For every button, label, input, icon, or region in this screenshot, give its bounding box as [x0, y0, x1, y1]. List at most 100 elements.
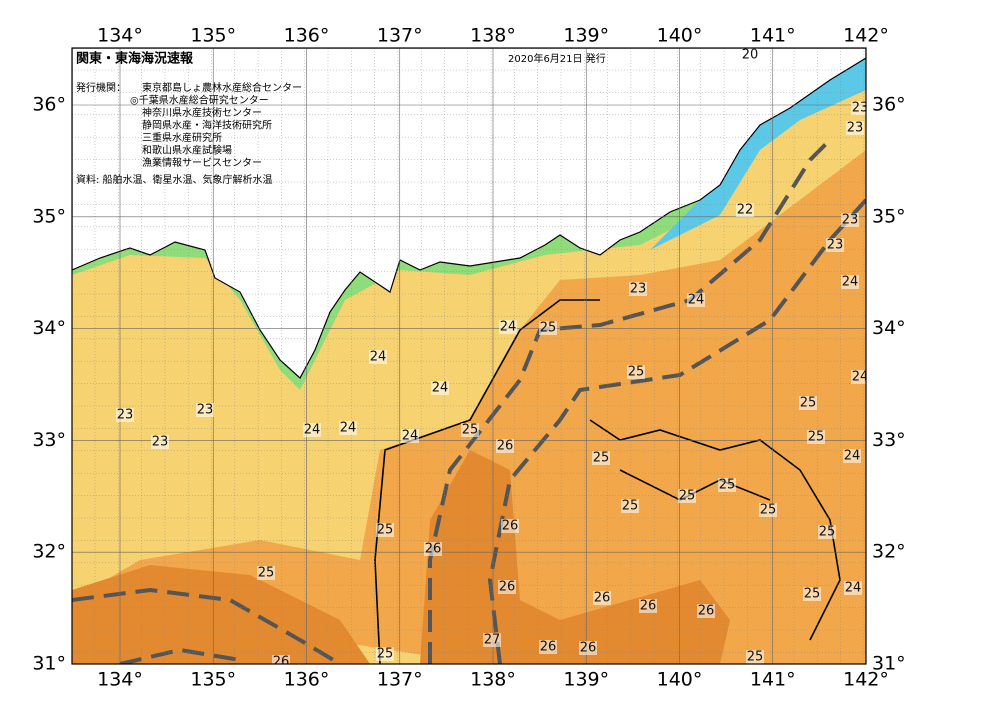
agency: 東京都島しょ農林水産総合センター — [142, 81, 302, 94]
contour-line — [619, 469, 771, 501]
contour-label-bg — [499, 320, 517, 334]
lon-tick-label: 139° — [563, 25, 609, 47]
contour-label-bg — [846, 121, 864, 135]
current-axis — [487, 198, 866, 664]
lat-tick-label: 33° — [872, 429, 906, 451]
lat-tick-label: 34° — [32, 317, 66, 339]
contour-label: 20 — [742, 48, 759, 63]
contour-label-bg — [257, 566, 275, 580]
map-frame — [71, 47, 867, 665]
current-axis — [72, 587, 342, 664]
contour-label-bg — [851, 370, 866, 384]
contour-label: 25 — [540, 321, 557, 336]
contour-label: 25 — [760, 503, 777, 518]
contour-label: 26 — [594, 591, 611, 606]
contours — [374, 299, 841, 664]
agency: 漁業情報サービスセンター — [142, 156, 262, 169]
contour-label: 24 — [852, 370, 869, 385]
lat-tick-label: 36° — [32, 94, 66, 116]
lon-tick-label: 136° — [284, 669, 330, 691]
contour-label-bg — [539, 640, 557, 654]
contour-label-bg — [826, 238, 844, 252]
contour-label-bg — [151, 435, 169, 449]
lat-tick-label: 36° — [872, 94, 906, 116]
contour-label-bg — [431, 381, 449, 395]
warm-water — [470, 150, 866, 664]
contour-label: 25 — [622, 499, 639, 514]
lon-tick-label: 138° — [470, 669, 516, 691]
contour-label-bg — [687, 293, 705, 307]
lon-tick-label: 135° — [190, 669, 236, 691]
cold-water — [650, 48, 866, 250]
contour-label: 25 — [258, 566, 275, 581]
lon-tick-label: 141° — [750, 25, 796, 47]
contour-label-bg — [593, 591, 611, 605]
grid — [72, 48, 866, 664]
contour-label: 25 — [462, 423, 479, 438]
contour-labels: 20 23 23 22 23 23 24 23 24 24 25 24 25 24 23 23 25 24 23 24… — [116, 48, 869, 670]
contour-label: 26 — [497, 439, 514, 454]
contour-label-bg — [196, 403, 214, 417]
contour-label-bg — [718, 478, 736, 492]
contour-label: 25 — [377, 647, 394, 662]
current-axis — [428, 138, 832, 664]
contour-label: 23 — [847, 121, 864, 136]
agency: ◎千葉県水産総合研究センター — [130, 94, 269, 107]
lon-tick-label: 135° — [190, 25, 236, 47]
contour-label: 26 — [425, 542, 442, 557]
contour-label-bg — [841, 275, 859, 289]
contour-label: 25 — [679, 489, 696, 504]
contour-label-bg — [621, 499, 639, 513]
contour-label: 24 — [304, 423, 321, 438]
contour-label-bg — [539, 321, 557, 335]
contour-label-bg — [759, 503, 777, 517]
contour-label: 22 — [737, 203, 754, 218]
contour-label: 23 — [630, 282, 647, 297]
current-axes — [72, 138, 866, 664]
contour-label: 23 — [197, 403, 214, 418]
contour-label: 24 — [340, 421, 357, 436]
lon-tick-label: 142° — [843, 669, 889, 691]
contour-label: 25 — [719, 478, 736, 493]
lon-tick-label: 136° — [284, 25, 330, 47]
lat-tick-label: 33° — [32, 429, 66, 451]
contour-label: 24 — [402, 429, 419, 444]
contour-label: 24 — [844, 449, 861, 464]
contour-label: 24 — [500, 320, 517, 335]
contour-label-bg — [741, 48, 759, 62]
contour-label-bg — [376, 647, 394, 661]
contour-label-bg — [116, 408, 134, 422]
lat-tick-label: 31° — [32, 653, 66, 675]
contour-label-bg — [678, 489, 696, 503]
contour-label: 23 — [842, 213, 859, 228]
contour-label: 25 — [628, 365, 645, 380]
agency: 三重県水産研究所 — [142, 131, 222, 144]
agency: 和歌山県水産試験場 — [142, 144, 232, 157]
lat-tick-label: 32° — [32, 541, 66, 563]
contour-label-bg — [841, 213, 859, 227]
contour-label: 26 — [698, 604, 715, 619]
contour-label: 25 — [819, 525, 836, 540]
contour-label-bg — [303, 423, 321, 437]
contour-label: 25 — [808, 430, 825, 445]
agency: 神奈川県水産技術センター — [142, 106, 262, 119]
contour-label: 25 — [593, 451, 610, 466]
land — [72, 48, 866, 379]
contour-label-bg — [498, 580, 516, 594]
contour-label: 23 — [852, 101, 869, 116]
contour-label: 26 — [273, 655, 290, 670]
contour-label-bg — [461, 423, 479, 437]
contour-line — [374, 299, 600, 664]
contour-label: 26 — [540, 640, 557, 655]
contour-label-bg — [376, 523, 394, 537]
contour-label-bg — [579, 641, 597, 655]
contour-label: 24 — [370, 350, 387, 365]
contour-label-bg — [843, 449, 861, 463]
lat-tick-label: 35° — [32, 205, 66, 227]
contour-label: 25 — [377, 523, 394, 538]
lon-tick-label: 138° — [470, 25, 516, 47]
issuer-label: 発行機関： — [76, 81, 126, 94]
contour-label: 26 — [499, 580, 516, 595]
contour-label-bg — [629, 282, 647, 296]
contour-label: 25 — [804, 587, 821, 602]
